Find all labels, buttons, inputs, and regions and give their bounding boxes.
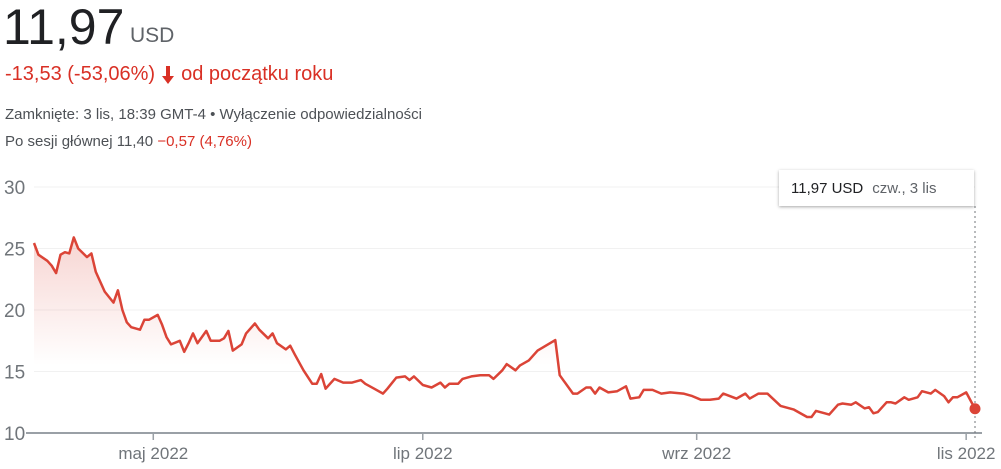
y-tick-label: 20: [4, 301, 25, 322]
after-hours-change: −0,57 (4,76%): [157, 133, 252, 150]
x-tick-label: maj 2022: [118, 444, 188, 463]
chart-tooltip: 11,97 USD czw., 3 lis: [779, 170, 974, 206]
after-hours: Po sesji głównej 11,40 −0,57 (4,76%): [5, 133, 252, 150]
price-line: [32, 236, 977, 419]
area-fill: [34, 237, 975, 433]
after-hours-price: Po sesji głównej 11,40: [5, 133, 154, 150]
last-point-marker: [969, 403, 981, 415]
closed-time: Zamknięte: 3 lis, 18:39 GMT-4: [5, 106, 206, 123]
currency-label: USD: [130, 24, 175, 47]
disclaimer-link[interactable]: Wyłączenie odpowiedzialności: [219, 106, 423, 123]
y-tick-label: 10: [4, 424, 25, 445]
y-tick-label: 25: [4, 240, 25, 261]
change-value: -13,53 (-53,06%): [5, 63, 156, 85]
market-status: Zamknięte: 3 lis, 18:39 GMT-4 • Wyłączen…: [5, 106, 422, 123]
ytd-change: -13,53 (-53,06%) od początku roku: [5, 63, 333, 86]
arrow-down-icon: [162, 65, 175, 84]
current-price: 11,97: [3, 0, 125, 55]
separator: •: [210, 106, 216, 123]
y-tick-label: 15: [4, 363, 25, 384]
tooltip-date: czw., 3 lis: [872, 179, 937, 197]
y-tick-label: 30: [4, 178, 25, 199]
change-period: od początku roku: [181, 63, 334, 85]
tooltip-value: 11,97 USD: [791, 179, 864, 197]
x-tick-label: lis 2022: [937, 444, 996, 463]
x-tick-label: lip 2022: [393, 444, 453, 463]
x-tick-label: wrz 2022: [661, 444, 731, 463]
